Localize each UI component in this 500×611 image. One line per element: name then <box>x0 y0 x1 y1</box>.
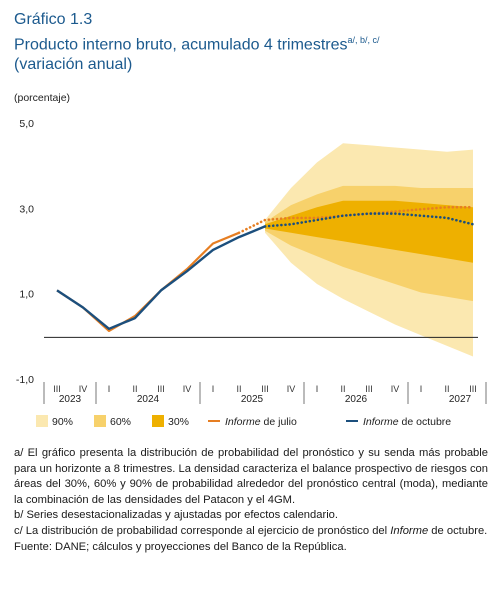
note-b: b/ Series desestacionalizadas y ajustada… <box>14 509 339 522</box>
year-tick-label: 2027 <box>449 394 472 405</box>
quarter-tick-label: II <box>340 384 345 394</box>
series-line-octubre-observed <box>56 225 266 330</box>
legend-label: Informe de octubre <box>363 416 451 428</box>
footnotes: a/ El gráfico presenta la distribución d… <box>14 446 488 555</box>
quarter-tick-label: III <box>157 384 165 394</box>
quarter-tick-label: IV <box>287 384 296 394</box>
note-c-text: c/ La distribución de probabilidad corre… <box>14 524 388 537</box>
note-c-emphasis: Informe <box>390 524 429 537</box>
quarter-tick-label: IV <box>79 384 88 394</box>
quarter-tick-label: III <box>261 384 269 394</box>
quarter-tick-label: III <box>469 384 477 394</box>
quarter-tick-label: I <box>420 384 423 394</box>
quarter-tick-label: III <box>365 384 373 394</box>
quarter-tick-label: I <box>316 384 319 394</box>
series-lines <box>56 205 475 332</box>
series-line-julio-forecast <box>237 205 475 235</box>
figure-header: Gráfico 1.3 Producto interno bruto, acum… <box>14 10 380 75</box>
year-tick-label: 2023 <box>59 394 82 405</box>
legend-swatch <box>94 415 106 427</box>
legend-label: 60% <box>110 416 131 428</box>
note-source: Fuente: DANE; cálculos y proyecciones de… <box>14 540 347 553</box>
legend: 90% 60% 30% Informe de julio Informe de octu… <box>36 415 451 428</box>
figure-number: Gráfico 1.3 <box>14 11 93 28</box>
quarter-tick-label: I <box>108 384 111 394</box>
year-tick-label: 2025 <box>241 394 264 405</box>
quarter-tick-label: II <box>236 384 241 394</box>
y-tick-label: 5,0 <box>19 118 34 130</box>
y-tick-label: 3,0 <box>19 203 34 215</box>
legend-swatch <box>36 415 48 427</box>
figure-title-text: Producto interno bruto, acumulado 4 trim… <box>14 36 348 54</box>
legend-label: Informe de julio <box>225 416 297 428</box>
quarter-tick-label: III <box>53 384 61 394</box>
quarter-tick-label: I <box>212 384 215 394</box>
note-c-tail: de octubre. <box>428 524 488 537</box>
note-a: a/ El gráfico presenta la distribución d… <box>14 447 488 506</box>
y-tick-label: -1,0 <box>16 374 34 386</box>
figure-title-notes: a/, b/, c/ <box>347 35 380 45</box>
quarter-tick-label: II <box>444 384 449 394</box>
legend-swatch <box>152 415 164 427</box>
quarter-tick-label: IV <box>391 384 400 394</box>
y-tick-label: 1,0 <box>19 289 34 301</box>
figure-subtitle: (variación anual) <box>14 56 133 74</box>
legend-label: 90% <box>52 416 73 428</box>
figure-title: Producto interno bruto, acumulado 4 trim… <box>14 30 380 55</box>
legend-label: 30% <box>168 416 189 428</box>
quarter-tick-label: IV <box>183 384 192 394</box>
fan-bands <box>265 143 473 357</box>
year-tick-label: 2026 <box>345 394 368 405</box>
quarter-tick-label: II <box>132 384 137 394</box>
unit-label: (porcentaje) <box>14 92 71 104</box>
note-c: c/ La distribución de probabilidad corre… <box>14 524 488 540</box>
series-line-julio-observed <box>56 231 240 332</box>
year-tick-label: 2024 <box>137 394 160 405</box>
